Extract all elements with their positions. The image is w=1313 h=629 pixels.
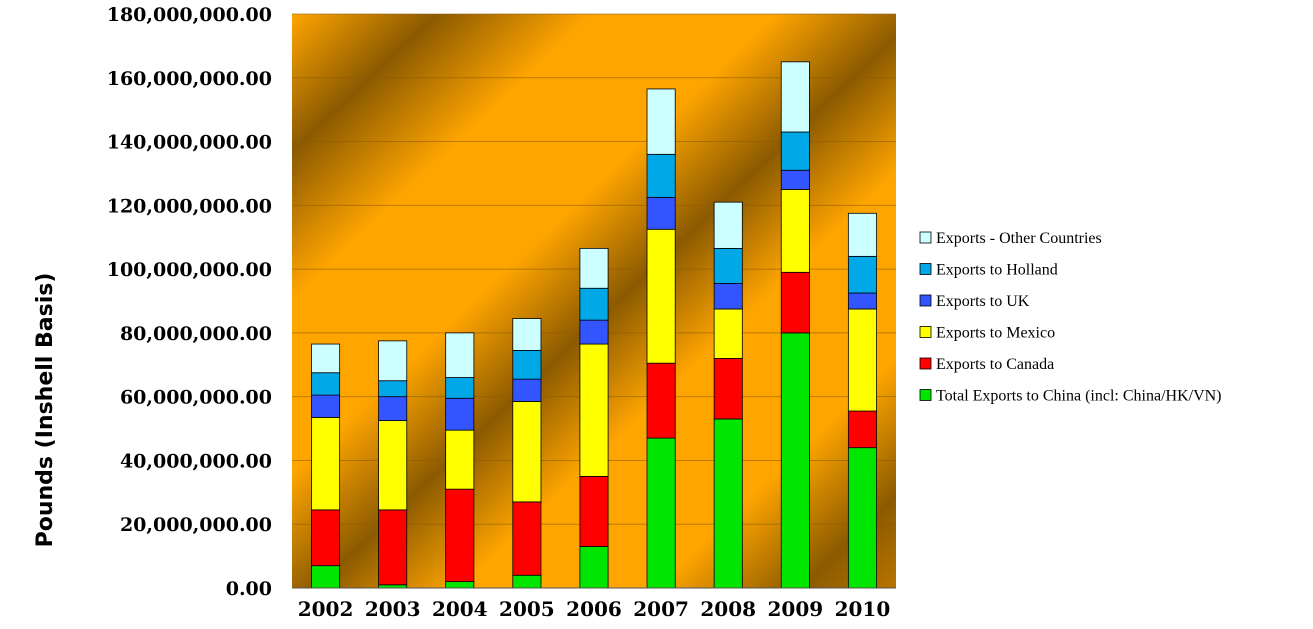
bar-segment xyxy=(713,357,743,420)
x-tick-label: 2005 xyxy=(499,597,555,621)
bar-segment xyxy=(445,332,475,378)
legend-swatch xyxy=(919,231,932,244)
legend-label: Exports to Mexico xyxy=(936,325,1055,342)
bar-segment xyxy=(579,343,609,477)
bar-segment xyxy=(713,283,743,310)
bar-segment xyxy=(646,196,676,230)
y-axis-label: Pounds (Inshell Basis) xyxy=(33,273,58,548)
bar-segment xyxy=(445,488,475,583)
legend-swatch xyxy=(919,263,932,275)
legend-swatch xyxy=(919,294,932,307)
bar-segment xyxy=(378,340,408,382)
bar-segment xyxy=(847,255,877,294)
bar-segment xyxy=(512,350,542,380)
bar-segment xyxy=(579,546,609,589)
bar-segment xyxy=(311,372,341,396)
bars xyxy=(311,61,877,589)
bar-segment xyxy=(713,308,743,359)
bar-segment xyxy=(780,131,810,171)
bar-segment xyxy=(512,378,542,402)
bar-segment xyxy=(847,292,877,310)
legend-label: Exports to Holland xyxy=(936,262,1058,279)
y-tick-labels: 0.00 20,000,000.00 40,000,000.00 60,000,000… xyxy=(107,4,272,600)
bar-segment xyxy=(445,581,475,589)
y-tick-label: 60,000,000.00 xyxy=(120,387,272,409)
bar-segment xyxy=(512,574,542,589)
bar-segment xyxy=(311,343,341,374)
bar-segment xyxy=(512,501,542,576)
x-tick-label: 2002 xyxy=(298,597,354,621)
legend-swatch xyxy=(919,389,932,401)
x-tick-labels: 2002 2003 2004 2005 2006 2007 2008 2009 2010 xyxy=(298,597,891,621)
bar-segment xyxy=(780,169,810,190)
legend-label: Exports to UK xyxy=(936,293,1030,310)
bar-segment xyxy=(378,396,408,421)
y-tick-label: 160,000,000.00 xyxy=(107,68,272,90)
bar-segment xyxy=(713,201,743,249)
bar-segment xyxy=(847,410,877,449)
y-tick-label: 120,000,000.00 xyxy=(107,195,272,217)
bar-segment xyxy=(646,362,676,439)
bar-segment xyxy=(646,88,676,155)
legend-swatch xyxy=(919,326,932,338)
x-tick-label: 2009 xyxy=(767,597,823,621)
x-tick-label: 2006 xyxy=(566,597,622,621)
x-tick-label: 2007 xyxy=(633,597,689,621)
x-tick-label: 2010 xyxy=(835,597,891,621)
bar-segment xyxy=(579,475,609,547)
x-tick-label: 2004 xyxy=(432,597,488,621)
bar-segment xyxy=(378,509,408,586)
bar-segment xyxy=(445,429,475,490)
x-tick-label: 2003 xyxy=(365,597,421,621)
legend-label: Exports to Canada xyxy=(936,356,1054,373)
bar-segment xyxy=(512,401,542,503)
bar-segment xyxy=(847,447,877,589)
bar-segment xyxy=(780,188,810,273)
bar-segment xyxy=(780,332,810,589)
bar-segment xyxy=(847,212,877,257)
bar-segment xyxy=(311,565,341,589)
bar-segment xyxy=(311,394,341,418)
bar-segment xyxy=(378,380,408,398)
bar-segment xyxy=(445,377,475,399)
y-tick-label: 80,000,000.00 xyxy=(120,323,272,345)
legend: Exports - Other Countries Exports to Holl… xyxy=(919,230,1222,405)
bar-segment xyxy=(579,247,609,289)
bar-segment xyxy=(847,308,877,412)
bar-segment xyxy=(579,319,609,345)
bar-segment xyxy=(311,509,341,567)
bar-segment xyxy=(713,247,743,284)
bar-segment xyxy=(579,287,609,321)
bar-segment xyxy=(445,397,475,431)
y-tick-label: 0.00 xyxy=(226,578,272,600)
bar-segment xyxy=(780,61,810,133)
bar-segment xyxy=(713,418,743,589)
y-tick-label: 140,000,000.00 xyxy=(107,132,272,154)
legend-label: Exports - Other Countries xyxy=(936,230,1102,247)
bar-segment xyxy=(512,318,542,351)
x-tick-label: 2008 xyxy=(700,597,756,621)
bar-segment xyxy=(378,420,408,511)
legend-swatch xyxy=(919,357,932,370)
bar-segment xyxy=(646,228,676,364)
y-tick-label: 180,000,000.00 xyxy=(107,4,272,26)
bar-segment xyxy=(780,271,810,334)
bar-segment xyxy=(646,437,676,589)
legend-label: Total Exports to China (incl: China/HK/V… xyxy=(936,388,1222,405)
bar-segment xyxy=(646,153,676,198)
bar-segment xyxy=(311,416,341,511)
y-tick-label: 100,000,000.00 xyxy=(107,259,272,281)
y-tick-label: 40,000,000.00 xyxy=(120,450,272,472)
y-tick-label: 20,000,000.00 xyxy=(120,514,272,536)
